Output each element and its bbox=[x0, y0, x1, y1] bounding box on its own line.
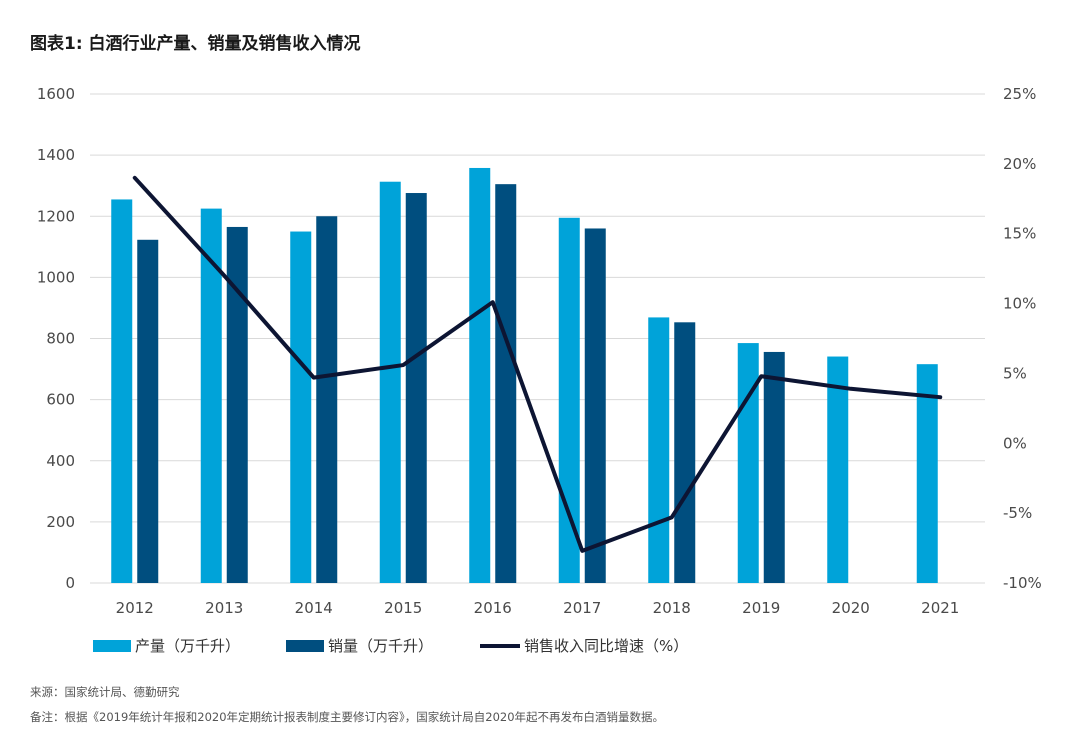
bar-sales bbox=[226, 226, 248, 583]
bar-sales bbox=[763, 351, 785, 583]
y2-tick-label: 0% bbox=[1003, 434, 1027, 452]
y2-tick-label: -10% bbox=[1003, 574, 1042, 592]
bar-production bbox=[379, 181, 401, 584]
bar-sales bbox=[674, 322, 696, 583]
growth-line-path bbox=[132, 175, 943, 553]
bar-production bbox=[200, 208, 222, 583]
bar-production bbox=[290, 231, 312, 583]
y2-tick-label: 25% bbox=[1003, 85, 1036, 103]
bar-sales bbox=[405, 193, 427, 583]
bar-production bbox=[648, 317, 670, 583]
y-tick-label: 200 bbox=[46, 513, 75, 531]
y-tick-label: 400 bbox=[46, 452, 75, 470]
bar-production bbox=[737, 343, 759, 583]
x-axis: 2012 2013 2014 2015 2016 2017 2018 2019 2020 2021 bbox=[116, 599, 960, 617]
bar-production bbox=[469, 167, 491, 583]
y-tick-label: 1000 bbox=[37, 268, 75, 286]
grid-lines bbox=[90, 93, 985, 584]
x-tick-label: 2017 bbox=[563, 599, 601, 617]
x-tick-label: 2013 bbox=[205, 599, 243, 617]
y-tick-label: 800 bbox=[46, 330, 75, 348]
y2-tick-label: 20% bbox=[1003, 155, 1036, 173]
source-note: 来源：国家统计局、德勤研究 bbox=[30, 685, 180, 699]
bar-sales bbox=[137, 239, 159, 583]
bar-production bbox=[558, 217, 580, 583]
y-tick-label: 1200 bbox=[37, 207, 75, 225]
x-tick-label: 2019 bbox=[742, 599, 780, 617]
x-tick-label: 2012 bbox=[116, 599, 154, 617]
footnote: 备注：根据《2019年统计年报和2020年定期统计报表制度主要修订内容》，国家统… bbox=[30, 710, 665, 724]
legend-label-production: 产量（万千升） bbox=[135, 637, 240, 655]
legend-swatch-production bbox=[93, 640, 131, 652]
x-tick-label: 2015 bbox=[384, 599, 422, 617]
bar-production bbox=[111, 199, 133, 584]
y2-tick-label: 5% bbox=[1003, 364, 1027, 382]
bars bbox=[111, 167, 938, 584]
y2-tick-label: 10% bbox=[1003, 295, 1036, 313]
y-tick-label: 0 bbox=[65, 574, 75, 592]
legend: 产量（万千升） 销量（万千升） 销售收入同比增速（%） bbox=[93, 637, 688, 655]
legend-label-sales: 销量（万千升） bbox=[328, 637, 433, 655]
x-tick-label: 2018 bbox=[653, 599, 691, 617]
x-tick-label: 2021 bbox=[921, 599, 959, 617]
y-axis-left: 0 200 400 600 800 1000 1200 1400 1600 bbox=[37, 85, 75, 592]
bar-sales bbox=[316, 216, 338, 583]
growth-line bbox=[132, 175, 943, 553]
y-axis-right: -10% -5% 0% 5% 10% 15% 20% 25% bbox=[1003, 85, 1042, 592]
bar-sales bbox=[584, 228, 606, 583]
bar-production bbox=[916, 364, 938, 583]
legend-swatch-sales bbox=[286, 640, 324, 652]
x-tick-label: 2014 bbox=[295, 599, 333, 617]
bar-sales bbox=[495, 184, 517, 584]
x-tick-label: 2016 bbox=[474, 599, 512, 617]
y2-tick-label: 15% bbox=[1003, 225, 1036, 243]
y-tick-label: 600 bbox=[46, 391, 75, 409]
x-tick-label: 2020 bbox=[832, 599, 870, 617]
y2-tick-label: -5% bbox=[1003, 504, 1032, 522]
bar-production bbox=[827, 356, 849, 583]
y-tick-label: 1600 bbox=[37, 85, 75, 103]
y-tick-label: 1400 bbox=[37, 146, 75, 164]
chart-title: 图表1: 白酒行业产量、销量及销售收入情况 bbox=[30, 34, 361, 54]
legend-label-growth: 销售收入同比增速（%） bbox=[524, 637, 688, 655]
